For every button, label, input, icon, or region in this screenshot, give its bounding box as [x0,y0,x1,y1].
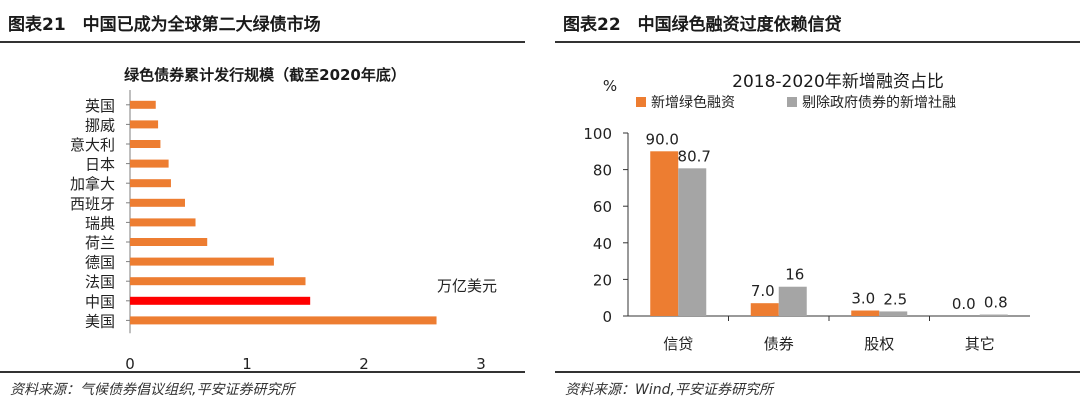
right-legend-swatch [787,97,797,107]
left-bar [130,277,306,286]
left-category-label: 日本 [85,156,115,174]
right-y-tick-label: 0 [602,308,612,326]
left-bar [130,238,208,246]
right-bar-chart: 2018-2020年新增融资占比% 新增绿色融资 剔除政府债券的新增社融 0 20 40 6… [583,72,1030,353]
right-category-label: 债券 [764,335,794,353]
right-y-tick-label: 40 [593,235,612,253]
right-data-label: 3.0 [851,290,875,308]
right-y-tick-label: 20 [593,271,612,289]
right-legend-label: 剔除政府债券的新增社融 [802,95,956,111]
left-category-label: 美国 [85,312,115,330]
right-bar [979,314,1008,316]
right-chart-title: 2018-2020年新增融资占比 [732,72,944,92]
left-bar [130,140,161,148]
left-category-label: 荷兰 [85,234,115,252]
left-x-tick-label: 2 [359,355,369,373]
left-top-rule [0,41,525,43]
right-y-unit-label: % [603,77,617,95]
right-bar [750,303,779,316]
left-bar [130,316,437,325]
right-source-note: 资料来源：Wind,平安证券研究所 [565,382,773,398]
right-legend-swatch [636,97,646,107]
left-bar [130,100,156,109]
left-category-label: 加拿大 [70,175,115,193]
left-source-note: 资料来源：气候债券倡议组织,平安证券研究所 [10,382,295,398]
right-data-label: 16 [785,266,804,284]
right-panel: 图表22 中国绿色融资过度依赖信贷 2018-2020年新增融资占比% 新增绿色融… [555,0,1080,410]
right-data-label: 0.0 [952,295,976,313]
right-bar [778,286,807,316]
left-bar [130,296,311,305]
right-bottom-rule [555,371,1080,373]
right-panel-title: 图表22 中国绿色融资过度依赖信贷 [563,15,842,35]
left-bar [130,179,171,188]
left-chart-title: 绿色债券累计发行规模（截至2020年底） [124,66,406,84]
left-bar [130,159,169,168]
right-data-label: 0.8 [984,294,1008,312]
left-category-label: 法国 [85,273,115,291]
left-category-label: 中国 [85,293,115,311]
right-legend-label: 新增绿色融资 [651,94,735,111]
right-bar [650,151,679,316]
right-data-label: 80.7 [678,147,711,165]
right-bar [879,311,908,316]
left-x-tick-label: 1 [242,355,252,373]
left-category-label: 英国 [85,97,115,115]
left-panel: 图表21 中国已成为全球第二大绿债市场 绿色债券累计发行规模（截至2020年底）… [0,0,525,410]
left-category-label: 瑞典 [85,214,115,232]
left-bar-chart: 绿色债券累计发行规模（截至2020年底） 英国挪威意大利日本加拿大西班牙瑞典荷兰德… [70,66,497,373]
right-y-tick-label: 100 [583,125,612,143]
right-data-label: 90.0 [646,130,679,148]
left-bar [130,120,159,129]
right-category-label: 信贷 [663,335,693,353]
right-y-tick-label: 60 [593,198,612,216]
left-panel-title: 图表21 中国已成为全球第二大绿债市场 [8,15,321,35]
right-data-label: 2.5 [883,290,907,308]
left-category-label: 西班牙 [70,195,115,213]
left-bar [130,257,274,266]
left-bar [130,218,196,227]
right-y-tick-label: 80 [593,162,612,180]
left-x-tick-label: 0 [125,355,135,373]
right-data-label: 7.0 [751,282,775,300]
left-bottom-rule [0,371,525,373]
left-bar [130,198,185,207]
left-category-label: 挪威 [85,116,115,134]
left-x-tick-label: 3 [476,355,486,373]
right-bar [678,168,707,316]
right-category-label: 股权 [864,335,894,353]
right-category-label: 其它 [965,335,995,353]
right-top-rule [555,41,1080,43]
left-unit-label: 万亿美元 [437,277,497,295]
left-category-label: 意大利 [70,136,115,154]
left-category-label: 德国 [85,254,115,272]
right-bar [851,310,880,316]
